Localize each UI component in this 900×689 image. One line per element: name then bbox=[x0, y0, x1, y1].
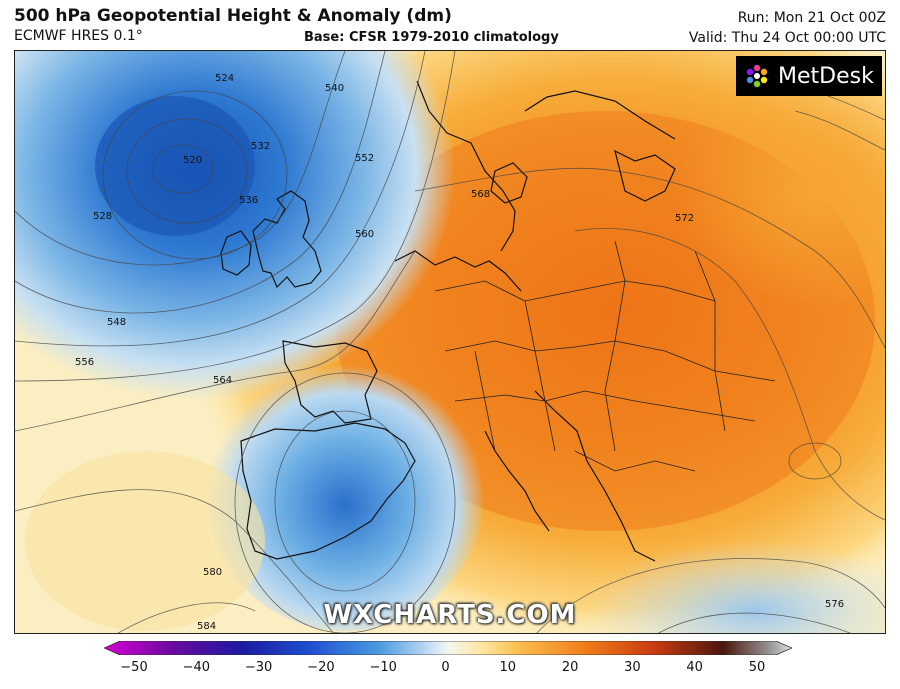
map-canvas: 524 520 528 532 536 540 548 552 556 560 … bbox=[15, 51, 885, 633]
run-time: Run: Mon 21 Oct 00Z bbox=[737, 10, 886, 26]
contour-label: 524 bbox=[215, 73, 234, 84]
colorbar-tick-label: −20 bbox=[307, 660, 335, 675]
contour-label: 576 bbox=[825, 599, 844, 610]
contour-label: 580 bbox=[203, 567, 222, 578]
borders bbox=[434, 240, 776, 472]
contour-label: 560 bbox=[355, 229, 374, 240]
contour-label: 532 bbox=[251, 141, 270, 152]
colorbar-tick-label: 40 bbox=[686, 660, 703, 675]
colorbar-tick-label: 10 bbox=[499, 660, 517, 675]
contour-label: 552 bbox=[355, 153, 374, 164]
anomaly-colorbar bbox=[104, 641, 792, 655]
contour-label: 548 bbox=[107, 317, 126, 328]
colorbar-tick-label: 30 bbox=[624, 660, 641, 675]
contour-label: 556 bbox=[75, 357, 94, 368]
contour-label: 572 bbox=[675, 213, 694, 224]
wxcharts-watermark: WXCHARTS.COM bbox=[323, 600, 577, 630]
contour-label: 564 bbox=[213, 375, 232, 386]
map-title: 500 hPa Geopotential Height & Anomaly (d… bbox=[14, 6, 452, 26]
colorbar-tick-label: 0 bbox=[441, 660, 450, 675]
contour-label: 584 bbox=[197, 621, 216, 632]
colorbar-tick-label: −10 bbox=[369, 660, 397, 675]
contour-label: 528 bbox=[93, 211, 112, 222]
contour-label: 536 bbox=[239, 195, 258, 206]
colorbar-tick-label: −50 bbox=[120, 660, 148, 675]
climatology-label: Base: CFSR 1979-2010 climatology bbox=[304, 30, 559, 45]
metdesk-logo: MetDesk bbox=[736, 56, 882, 96]
contour-label: 540 bbox=[325, 83, 344, 94]
colorbar-tick-label: −30 bbox=[244, 660, 273, 675]
colorbar-gradient bbox=[104, 641, 792, 655]
contour-label: 568 bbox=[471, 189, 490, 200]
height-contours bbox=[15, 51, 885, 633]
valid-time: Valid: Thu 24 Oct 00:00 UTC bbox=[688, 30, 886, 46]
contour-label: 520 bbox=[183, 155, 202, 166]
anomaly-map: 524 520 528 532 536 540 548 552 556 560 … bbox=[14, 50, 886, 634]
colorbar-tick-label: 50 bbox=[748, 660, 766, 675]
model-label: ECMWF HRES 0.1° bbox=[14, 28, 143, 44]
colorbar-tick-label: 20 bbox=[561, 660, 579, 675]
colorbar-tick-label: −40 bbox=[182, 660, 211, 675]
metdesk-logo-text: MetDesk bbox=[778, 63, 874, 89]
contour-labels: 524 520 528 532 536 540 548 552 556 560 … bbox=[75, 73, 844, 632]
coastlines bbox=[220, 80, 676, 562]
metdesk-logo-icon bbox=[746, 64, 768, 88]
